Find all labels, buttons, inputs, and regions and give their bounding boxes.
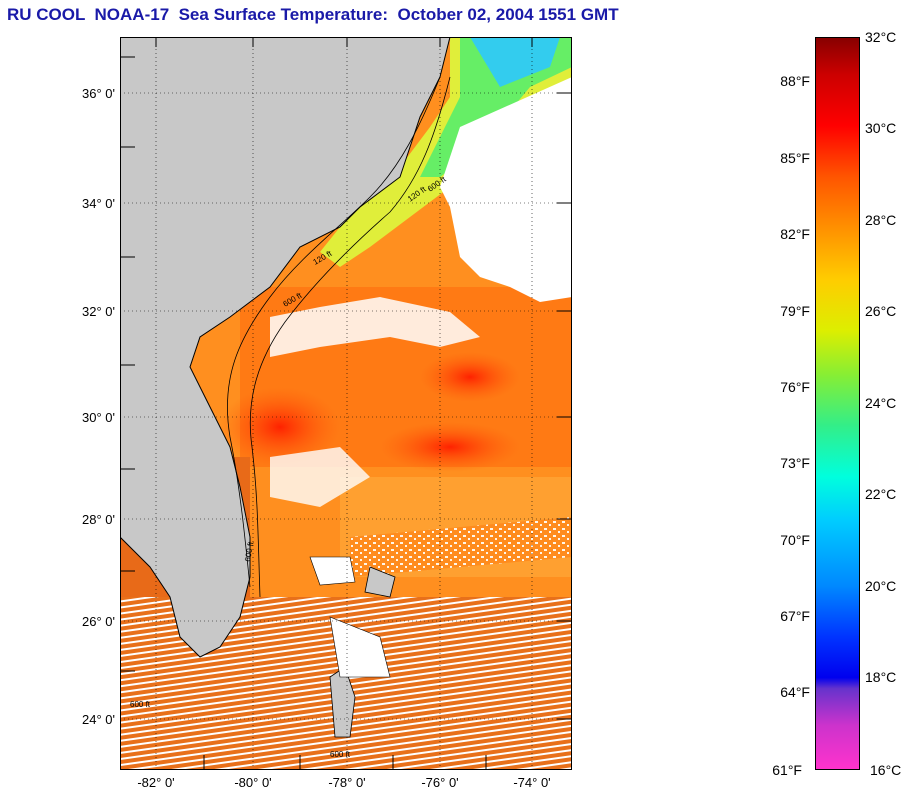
lon-label-76: -76° 0' xyxy=(421,775,459,790)
fahrenheit-label: 88°F xyxy=(780,73,810,89)
lat-label-36: 36° 0' xyxy=(82,86,115,101)
contour-label: 600 ft xyxy=(130,700,151,709)
lon-label-78: -78° 0' xyxy=(328,775,366,790)
land-southeast-us xyxy=(120,37,451,658)
lat-label-28: 28° 0' xyxy=(82,512,115,527)
contour-label: 600 ft xyxy=(243,540,255,562)
fahrenheit-label: 67°F xyxy=(780,608,810,624)
celsius-label: 24°C xyxy=(865,395,897,411)
graticule xyxy=(120,37,572,770)
lat-label-30: 30° 0' xyxy=(82,410,115,425)
contour-600ft xyxy=(249,76,451,598)
celsius-label: 16°C xyxy=(870,762,902,778)
map-border xyxy=(120,37,572,770)
celsius-label: 28°C xyxy=(865,212,897,228)
fahrenheit-label: 76°F xyxy=(780,379,810,395)
lon-label-82: -82° 0' xyxy=(137,775,175,790)
celsius-label: 30°C xyxy=(865,120,897,136)
lon-label-80: -80° 0' xyxy=(234,775,272,790)
lon-label-74: -74° 0' xyxy=(513,775,551,790)
contour-120ft xyxy=(227,76,441,588)
celsius-label: 20°C xyxy=(865,578,897,594)
lat-label-26: 26° 0' xyxy=(82,614,115,629)
fahrenheit-label: 82°F xyxy=(780,226,810,242)
cloud-cover-northeast xyxy=(440,77,572,302)
celsius-label: 22°C xyxy=(865,486,897,502)
fahrenheit-label: 85°F xyxy=(780,150,810,166)
fahrenheit-label: 79°F xyxy=(780,303,810,319)
fahrenheit-label: 70°F xyxy=(780,532,810,548)
sst-map: 120 ft 600 ft 120 ft 600 ft 600 ft 600 f… xyxy=(120,37,572,770)
contour-label: 600 ft xyxy=(330,750,351,759)
celsius-label: 32°C xyxy=(865,29,897,45)
gulf-stream-warm-core xyxy=(220,387,340,467)
fahrenheit-label: 61°F xyxy=(772,762,802,778)
lat-label-34: 34° 0' xyxy=(82,196,115,211)
celsius-label: 18°C xyxy=(865,669,897,685)
temperature-colorbar xyxy=(815,37,860,770)
fahrenheit-label: 73°F xyxy=(780,455,810,471)
lat-label-24: 24° 0' xyxy=(82,712,115,727)
lat-label-32: 32° 0' xyxy=(82,304,115,319)
fahrenheit-label: 64°F xyxy=(780,684,810,700)
celsius-label: 26°C xyxy=(865,303,897,319)
page-title: RU COOL NOAA-17 Sea Surface Temperature:… xyxy=(7,5,619,24)
